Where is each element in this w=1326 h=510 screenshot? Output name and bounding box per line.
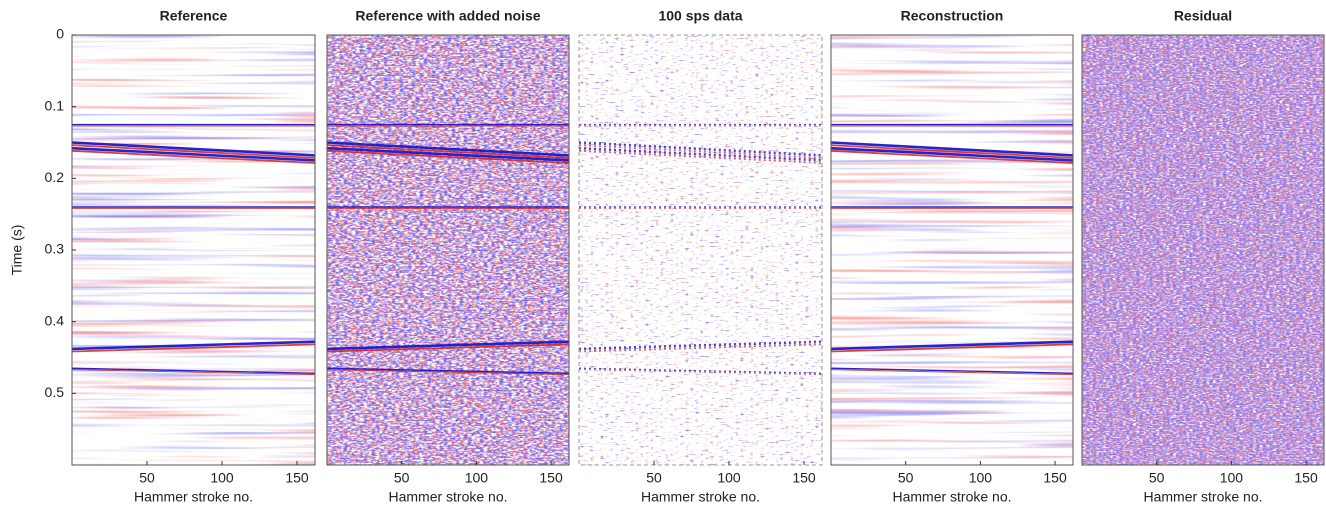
reflector [830, 141, 1074, 157]
noise-texture [831, 35, 1073, 465]
panel-title: 100 sps data [658, 8, 742, 24]
y-tick-label: 0.4 [45, 312, 65, 328]
panel-frame [830, 34, 1074, 466]
x-axis-label: Hammer stroke no. [1143, 489, 1262, 505]
panel-title: Reconstruction [901, 8, 1004, 24]
x-tick-label: 150 [1043, 470, 1067, 486]
x-tick-label: 150 [792, 470, 816, 486]
reflector [830, 340, 1074, 351]
panel [578, 35, 823, 465]
reflector-side [326, 343, 570, 353]
reflector [71, 340, 316, 351]
x-tick-label: 50 [394, 470, 410, 486]
noise-texture [72, 35, 315, 465]
x-tick-label: 100 [717, 470, 741, 486]
reflector-side [830, 369, 1074, 376]
reflector-side [830, 343, 1074, 353]
panel [1082, 35, 1324, 465]
reflector [326, 146, 570, 162]
reflector-side [578, 149, 823, 164]
reflector-side [71, 369, 316, 376]
x-axis-label: Hammer stroke no. [641, 489, 760, 505]
reflector [578, 146, 823, 162]
x-axis-label: Hammer stroke no. [892, 489, 1011, 505]
panel-title: Reference [160, 8, 228, 24]
panel [326, 35, 570, 465]
reflector [326, 141, 570, 157]
reflector [578, 141, 823, 157]
reflector-side [71, 343, 316, 353]
panel [71, 35, 316, 465]
reflector-side [326, 369, 570, 376]
reflector-side [326, 149, 570, 164]
x-tick-label: 100 [969, 470, 993, 486]
panel-frame [578, 34, 823, 466]
reflector-side [578, 144, 823, 159]
reflector [578, 340, 823, 351]
reflector-side [71, 149, 316, 164]
x-tick-label: 150 [1294, 470, 1318, 486]
reflector [830, 146, 1074, 162]
noise-texture [327, 35, 569, 465]
reflector [71, 367, 316, 374]
x-tick-label: 100 [210, 470, 234, 486]
x-tick-label: 150 [539, 470, 563, 486]
reflector-side [326, 144, 570, 159]
reflector [830, 367, 1074, 374]
reflector-side [71, 144, 316, 159]
reflector [326, 367, 570, 374]
y-axis-label: Time (s) [9, 225, 25, 276]
reflector-side [578, 343, 823, 353]
reflector [326, 340, 570, 351]
reflector [578, 367, 823, 374]
x-axis-label: Hammer stroke no. [134, 489, 253, 505]
x-tick-label: 150 [285, 470, 309, 486]
x-tick-label: 50 [139, 470, 155, 486]
panel [830, 35, 1074, 465]
panel-title: Residual [1174, 8, 1232, 24]
reflector [71, 146, 316, 162]
panel-frame [326, 34, 570, 466]
x-tick-label: 100 [1220, 470, 1244, 486]
reflector-side [830, 149, 1074, 164]
y-tick-label: 0.5 [45, 384, 65, 400]
x-tick-label: 50 [1149, 470, 1165, 486]
x-tick-label: 50 [646, 470, 662, 486]
reflector-side [830, 144, 1074, 159]
y-tick-label: 0.2 [45, 169, 65, 185]
x-tick-label: 100 [465, 470, 489, 486]
x-tick-label: 50 [898, 470, 914, 486]
noise-texture [579, 35, 822, 465]
y-tick-label: 0 [56, 26, 64, 42]
y-tick-label: 0.3 [45, 241, 65, 257]
noise-texture [1082, 35, 1324, 465]
reflector-side [578, 369, 823, 376]
panel-title: Reference with added noise [355, 8, 540, 24]
x-axis-label: Hammer stroke no. [388, 489, 507, 505]
y-tick-label: 0.1 [45, 97, 65, 113]
reflector [71, 141, 316, 157]
panel-frame [1081, 34, 1325, 466]
